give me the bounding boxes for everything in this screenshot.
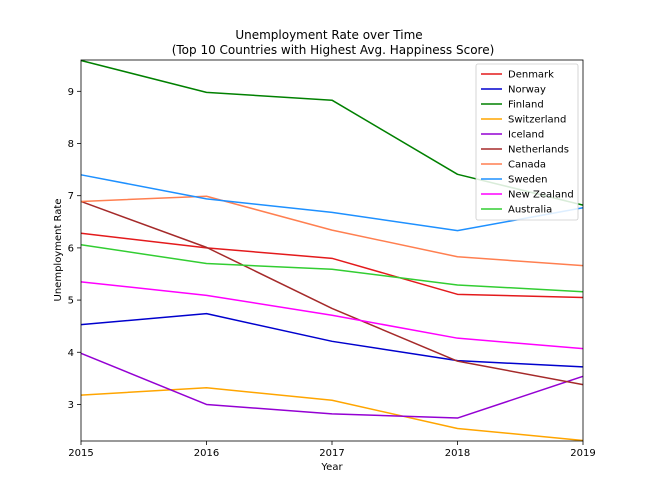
legend-label-norway: Norway [508, 85, 546, 96]
series-line-norway [80, 312, 584, 368]
series-line-denmark [80, 232, 584, 299]
legend-label-australia: Australia [508, 205, 552, 216]
legend-label-new-zealand: New Zealand [508, 190, 574, 201]
legend-label-canada: Canada [508, 160, 546, 171]
x-axis-label: Year [320, 462, 343, 473]
y-tick-label: 5 [68, 296, 74, 307]
x-tick-label: 2019 [570, 448, 595, 459]
series-line-canada [80, 195, 584, 267]
series-line-iceland [80, 352, 584, 419]
y-tick-label: 7 [68, 191, 74, 202]
y-tick-label: 4 [68, 348, 74, 359]
legend-label-finland: Finland [508, 100, 544, 111]
y-tick-label: 6 [68, 243, 74, 254]
x-tick-label: 2015 [68, 448, 93, 459]
x-tick-label: 2016 [194, 448, 219, 459]
legend: Denmark Norway Finland Switzerland Iceland Ne… [475, 63, 579, 221]
x-axis: 2015 2016 2017 2018 2019 [68, 441, 596, 459]
chart-subtitle: (Top 10 Countries with Highest Avg. Happ… [172, 43, 495, 57]
series-line-netherlands [80, 200, 584, 386]
series-line-australia [80, 244, 584, 293]
legend-box [475, 63, 579, 221]
x-tick-label: 2017 [319, 448, 344, 459]
chart-title: Unemployment Rate over Time [235, 28, 422, 42]
legend-label-iceland: Iceland [508, 130, 544, 141]
y-axis-label: Unemployment Rate [53, 199, 64, 302]
x-tick-label: 2018 [445, 448, 470, 459]
legend-label-netherlands: Netherlands [508, 145, 569, 156]
y-tick-label: 8 [68, 139, 74, 150]
series-line-sweden [80, 174, 584, 232]
legend-label-sweden: Sweden [508, 175, 548, 186]
legend-label-switzerland: Switzerland [508, 115, 566, 126]
legend-label-denmark: Denmark [508, 70, 554, 81]
series-line-new-zealand [80, 281, 584, 350]
series-line-switzerland [80, 387, 584, 442]
y-axis: 3 4 5 6 7 8 9 [68, 87, 81, 411]
y-tick-label: 9 [68, 87, 74, 98]
plot-lines [80, 59, 584, 442]
y-tick-label: 3 [68, 400, 74, 411]
